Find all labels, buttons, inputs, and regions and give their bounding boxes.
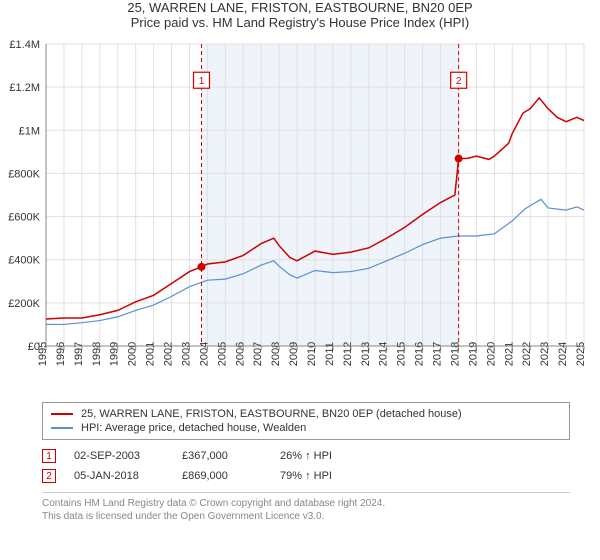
svg-text:2025: 2025 xyxy=(575,342,587,366)
svg-text:1: 1 xyxy=(199,76,205,87)
svg-text:2020: 2020 xyxy=(485,342,497,366)
svg-text:1999: 1999 xyxy=(109,342,121,366)
footer: Contains HM Land Registry data © Crown c… xyxy=(42,497,570,523)
svg-text:2010: 2010 xyxy=(306,342,318,366)
footer-line-2: This data is licensed under the Open Gov… xyxy=(42,510,570,523)
sale-price: £367,000 xyxy=(182,450,262,462)
chart-container: £0£200K£400K£600K£800K£1M£1.2M£1.4M19951… xyxy=(0,36,600,396)
svg-text:2002: 2002 xyxy=(163,342,175,366)
sale-events: 1 02-SEP-2003 £367,000 26% ↑ HPI 2 05-JAN-201… xyxy=(42,446,570,486)
sale-date: 02-SEP-2003 xyxy=(74,450,164,462)
svg-text:2022: 2022 xyxy=(521,342,533,366)
sale-row: 1 02-SEP-2003 £367,000 26% ↑ HPI xyxy=(42,446,570,466)
svg-text:£1M: £1M xyxy=(19,125,40,137)
legend-item: HPI: Average price, detached house, Weal… xyxy=(51,421,561,435)
svg-text:2000: 2000 xyxy=(127,342,139,366)
legend-label: 25, WARREN LANE, FRISTON, EASTBOURNE, BN… xyxy=(81,408,462,420)
svg-text:2019: 2019 xyxy=(467,342,479,366)
sale-hpi-ratio: 26% ↑ HPI xyxy=(280,450,332,462)
svg-text:£200K: £200K xyxy=(8,298,40,310)
svg-text:2003: 2003 xyxy=(180,342,192,366)
legend-item: 25, WARREN LANE, FRISTON, EASTBOURNE, BN… xyxy=(51,407,561,421)
svg-text:2008: 2008 xyxy=(270,342,282,366)
sale-row: 2 05-JAN-2018 £869,000 79% ↑ HPI xyxy=(42,466,570,486)
separator xyxy=(42,492,570,493)
svg-text:2009: 2009 xyxy=(288,342,300,366)
svg-text:2012: 2012 xyxy=(342,342,354,366)
svg-text:2024: 2024 xyxy=(557,342,569,366)
svg-text:1996: 1996 xyxy=(55,342,67,366)
price-chart: £0£200K£400K£600K£800K£1M£1.2M£1.4M19951… xyxy=(0,36,600,396)
svg-text:2004: 2004 xyxy=(198,342,210,366)
svg-text:2007: 2007 xyxy=(252,342,264,366)
svg-text:2018: 2018 xyxy=(449,342,461,366)
legend-swatch xyxy=(51,413,73,415)
svg-text:1995: 1995 xyxy=(37,342,49,366)
svg-text:2014: 2014 xyxy=(378,342,390,366)
svg-text:£1.4M: £1.4M xyxy=(9,39,40,51)
sale-hpi-ratio: 79% ↑ HPI xyxy=(280,470,332,482)
sale-date: 05-JAN-2018 xyxy=(74,470,164,482)
svg-text:£1.2M: £1.2M xyxy=(9,82,40,94)
svg-text:2005: 2005 xyxy=(216,342,228,366)
sale-marker-icon: 1 xyxy=(42,449,56,463)
sale-marker-icon: 2 xyxy=(42,469,56,483)
svg-text:2017: 2017 xyxy=(432,342,444,366)
svg-text:2015: 2015 xyxy=(396,342,408,366)
chart-title-line2: Price paid vs. HM Land Registry's House … xyxy=(0,15,600,30)
svg-text:£400K: £400K xyxy=(8,255,40,267)
svg-text:2006: 2006 xyxy=(234,342,246,366)
legend: 25, WARREN LANE, FRISTON, EASTBOURNE, BN… xyxy=(42,402,570,440)
sale-price: £869,000 xyxy=(182,470,262,482)
svg-text:2: 2 xyxy=(456,76,462,87)
footer-line-1: Contains HM Land Registry data © Crown c… xyxy=(42,497,570,510)
svg-text:2023: 2023 xyxy=(539,342,551,366)
svg-text:£600K: £600K xyxy=(8,212,40,224)
svg-text:£800K: £800K xyxy=(8,168,40,180)
svg-text:2001: 2001 xyxy=(145,342,157,366)
svg-text:2016: 2016 xyxy=(414,342,426,366)
legend-swatch xyxy=(51,427,73,429)
chart-title-line1: 25, WARREN LANE, FRISTON, EASTBOURNE, BN… xyxy=(0,0,600,15)
svg-text:1998: 1998 xyxy=(91,342,103,366)
svg-text:2021: 2021 xyxy=(503,342,515,366)
svg-text:1997: 1997 xyxy=(73,342,85,366)
legend-label: HPI: Average price, detached house, Weal… xyxy=(81,422,306,434)
svg-text:2013: 2013 xyxy=(360,342,372,366)
